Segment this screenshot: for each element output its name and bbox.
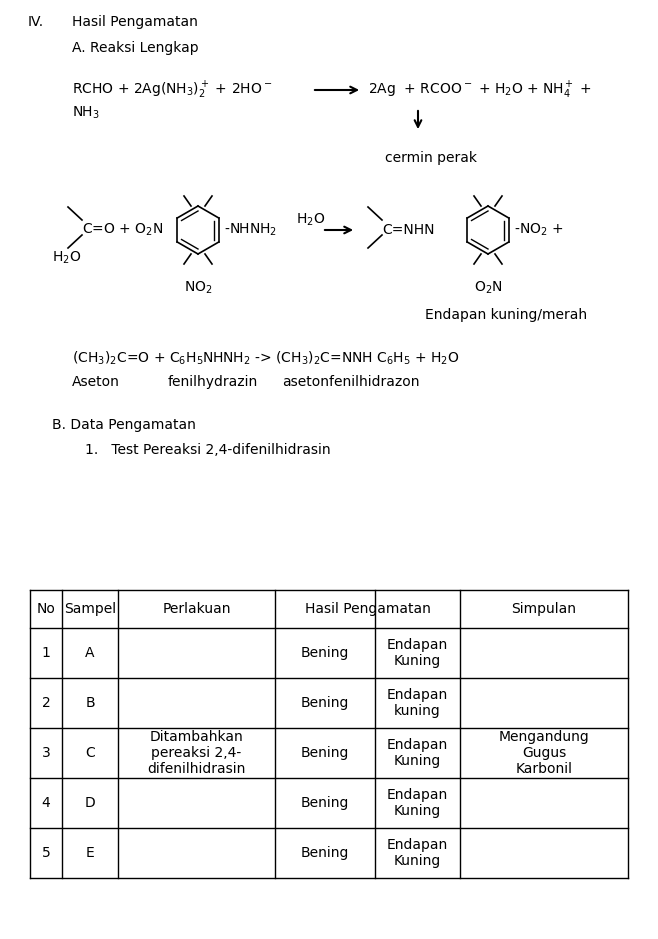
Text: Bening: Bening — [301, 696, 349, 710]
Text: 3: 3 — [41, 746, 51, 760]
Text: B. Data Pengamatan: B. Data Pengamatan — [52, 418, 196, 432]
Text: Endapan
kuning: Endapan kuning — [387, 688, 448, 718]
Text: Bening: Bening — [301, 746, 349, 760]
Text: -NO$_2$ +: -NO$_2$ + — [514, 222, 563, 239]
Text: NH$_3$: NH$_3$ — [72, 105, 100, 121]
Text: Hasil Pengamatan: Hasil Pengamatan — [305, 602, 430, 616]
Text: C=NHN: C=NHN — [382, 223, 434, 237]
Text: A: A — [86, 646, 95, 660]
Text: Mengandung
Gugus
Karbonil: Mengandung Gugus Karbonil — [499, 730, 590, 777]
Text: IV.: IV. — [28, 15, 44, 29]
Text: C=O + O$_2$N: C=O + O$_2$N — [82, 222, 163, 239]
Text: Bening: Bening — [301, 646, 349, 660]
Text: -NHNH$_2$: -NHNH$_2$ — [224, 222, 277, 239]
Text: 4: 4 — [41, 796, 51, 810]
Text: H$_2$O: H$_2$O — [296, 212, 325, 228]
Text: Ditambahkan
pereaksi 2,4-
difenilhidrasin: Ditambahkan pereaksi 2,4- difenilhidrasi… — [147, 730, 245, 777]
Text: A. Reaksi Lengkap: A. Reaksi Lengkap — [72, 41, 199, 55]
Text: E: E — [86, 846, 94, 860]
Text: Aseton: Aseton — [72, 375, 120, 389]
Text: Endapan
Kuning: Endapan Kuning — [387, 788, 448, 818]
Text: Bening: Bening — [301, 846, 349, 860]
Text: C: C — [85, 746, 95, 760]
Text: No: No — [37, 602, 55, 616]
Text: Endapan
Kuning: Endapan Kuning — [387, 738, 448, 768]
Text: RCHO + 2Ag(NH$_3$)$_2^+$ + 2HO$^-$: RCHO + 2Ag(NH$_3$)$_2^+$ + 2HO$^-$ — [72, 80, 272, 100]
Text: asetonfenilhidrazon: asetonfenilhidrazon — [282, 375, 420, 389]
Text: Bening: Bening — [301, 796, 349, 810]
Text: NO$_2$: NO$_2$ — [184, 280, 213, 296]
Text: Simpulan: Simpulan — [511, 602, 576, 616]
Text: B: B — [85, 696, 95, 710]
Text: 5: 5 — [41, 846, 51, 860]
Text: (CH$_3$)$_2$C=O + C$_6$H$_5$NHNH$_2$ -> (CH$_3$)$_2$C=NNH C$_6$H$_5$ + H$_2$O: (CH$_3$)$_2$C=O + C$_6$H$_5$NHNH$_2$ -> … — [72, 349, 459, 367]
Text: 1: 1 — [41, 646, 51, 660]
Text: 1.   Test Pereaksi 2,4-difenilhidrasin: 1. Test Pereaksi 2,4-difenilhidrasin — [85, 443, 330, 457]
Text: 2: 2 — [41, 696, 51, 710]
Text: H$_2$O: H$_2$O — [52, 250, 82, 266]
Text: 2Ag  + RCOO$^-$ + H$_2$O + NH$_4^+$ +: 2Ag + RCOO$^-$ + H$_2$O + NH$_4^+$ + — [368, 80, 592, 100]
Text: Sampel: Sampel — [64, 602, 116, 616]
Text: fenilhydrazin: fenilhydrazin — [168, 375, 258, 389]
Text: Endapan
Kuning: Endapan Kuning — [387, 638, 448, 669]
Text: cermin perak: cermin perak — [385, 151, 477, 165]
Text: O$_2$N: O$_2$N — [474, 280, 502, 296]
Text: Endapan
Kuning: Endapan Kuning — [387, 838, 448, 868]
Text: D: D — [85, 796, 95, 810]
Text: Perlakuan: Perlakuan — [163, 602, 231, 616]
Text: Endapan kuning/merah: Endapan kuning/merah — [425, 308, 587, 322]
Text: Hasil Pengamatan: Hasil Pengamatan — [72, 15, 198, 29]
